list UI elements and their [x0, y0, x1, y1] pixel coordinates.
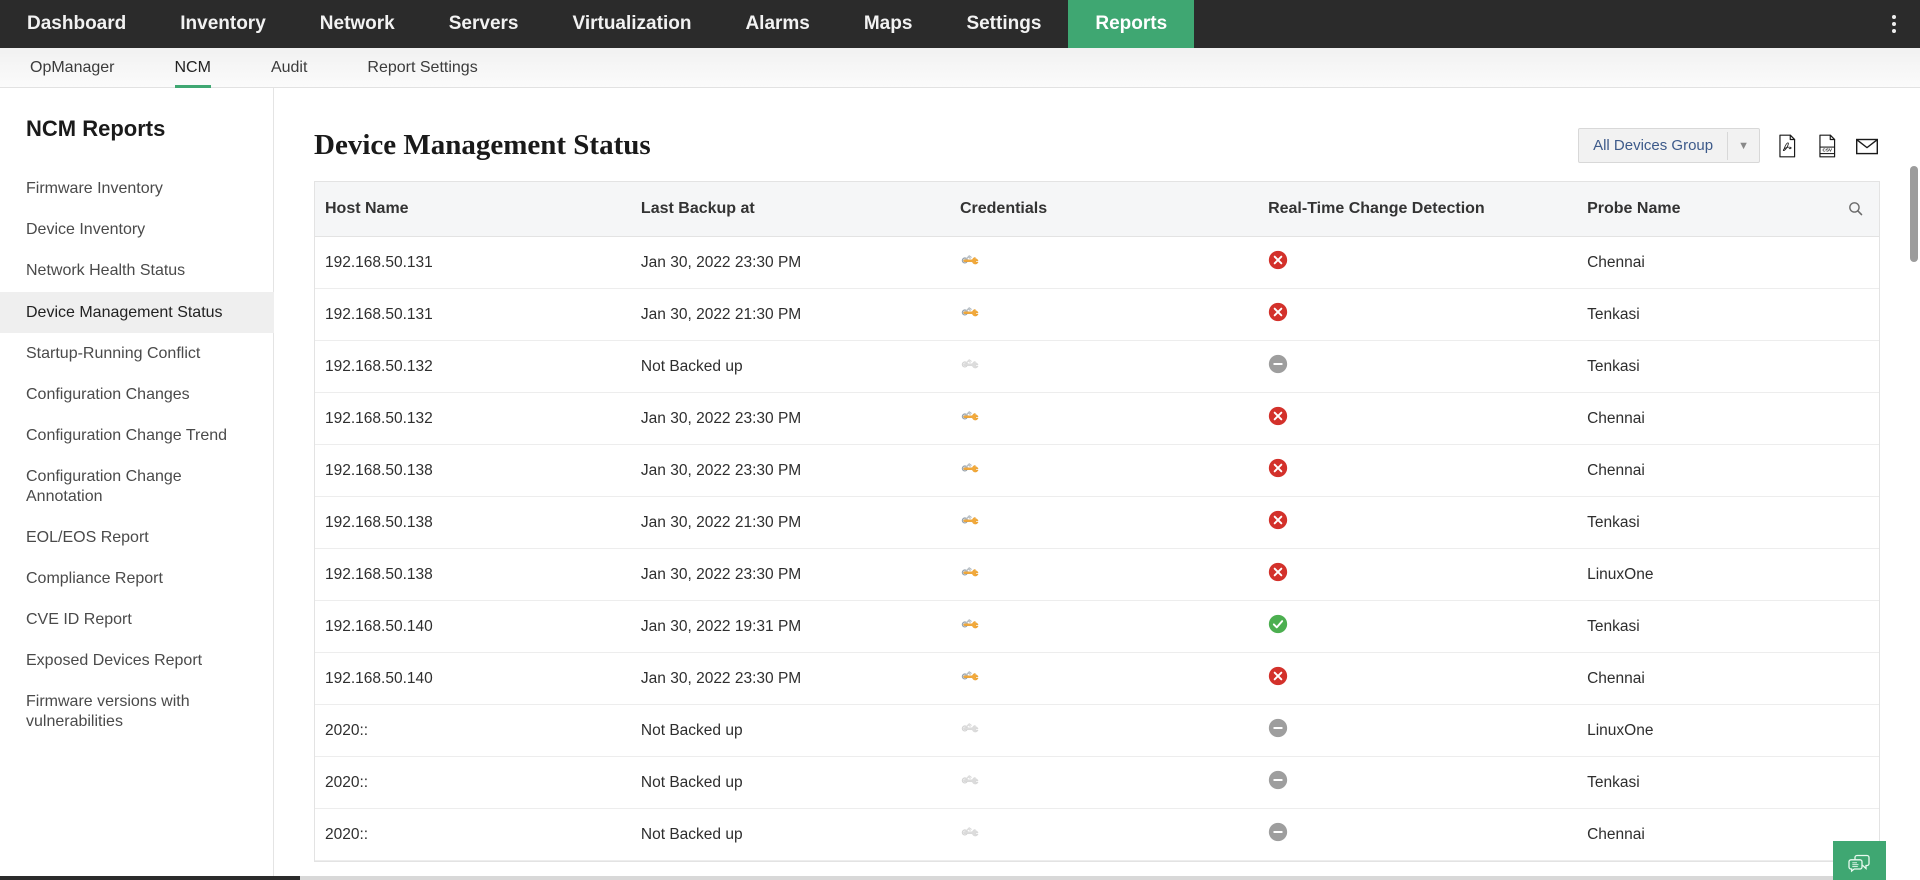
svg-text:CSV: CSV	[1823, 147, 1833, 152]
